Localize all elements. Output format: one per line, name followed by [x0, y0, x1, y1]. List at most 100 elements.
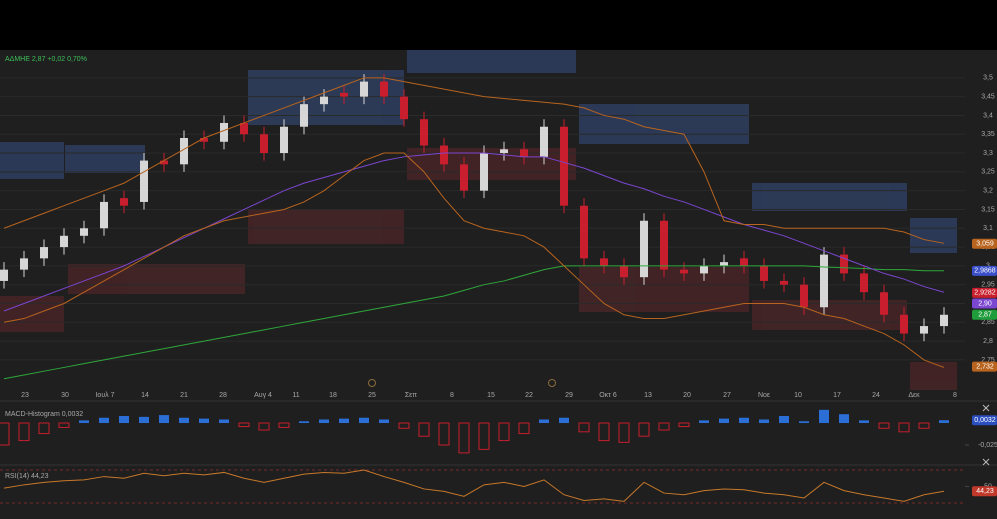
event-marker[interactable] [368, 379, 376, 387]
histogram-bar [58, 422, 70, 428]
candle-body [320, 96, 328, 105]
histogram-bar [598, 422, 610, 442]
x-tick-label: 25 [368, 392, 376, 399]
histogram-bar [719, 418, 729, 424]
y-tick-label: 3,1 [983, 225, 993, 232]
x-tick-label: 23 [21, 392, 29, 399]
x-tick-label: 28 [219, 392, 227, 399]
candle-body [420, 119, 428, 146]
panel-title: RSI(14) 44,23 [5, 473, 49, 480]
indicator-line [3, 152, 945, 368]
close-icon[interactable] [982, 404, 990, 412]
candle-body [720, 262, 728, 266]
supply-zone [65, 145, 145, 173]
histogram-bar [99, 417, 109, 424]
y-tick-label: 3,5 [983, 75, 993, 82]
y-tick-label: 3,35 [981, 131, 995, 138]
x-tick-label: 27 [723, 392, 731, 399]
histogram-bar [799, 421, 809, 424]
indicator-line [3, 265, 944, 380]
x-tick-label: Ιουλ 7 [95, 392, 114, 399]
rsi-line [3, 469, 945, 502]
demand-zone [0, 296, 64, 332]
candle-body [180, 138, 188, 165]
x-tick-label: 11 [292, 392, 299, 399]
demand-zone [248, 210, 404, 244]
y-tick-label: 2,75 [981, 357, 995, 364]
x-tick-label: Δεκ [908, 392, 920, 399]
price-tag-label: 2,90 [978, 300, 992, 307]
histogram-bar [119, 415, 129, 424]
histogram-bar [398, 422, 410, 429]
x-tick-label: 20 [683, 392, 691, 399]
candle-body [500, 149, 508, 154]
panel-title: MACD-Histogram 0,0032 [5, 411, 83, 418]
value-tag [972, 415, 997, 426]
candle-body [800, 284, 808, 308]
candle-body [860, 273, 868, 293]
event-marker[interactable] [548, 379, 556, 387]
x-tick-label: Νοε [758, 392, 770, 399]
candle-body [580, 205, 588, 259]
candle-body [220, 122, 228, 142]
candle-body [760, 265, 768, 281]
histogram-bar [759, 419, 769, 424]
price-tag-label: 2,9282 [974, 290, 996, 297]
candle-body [360, 81, 368, 97]
histogram-bar [898, 422, 910, 433]
x-tick-label: 14 [141, 392, 149, 399]
candle-body [560, 126, 568, 206]
supply-zone [910, 218, 957, 253]
x-tick-label: 21 [180, 392, 188, 399]
histogram-bar [498, 422, 510, 442]
histogram-bar [518, 422, 530, 435]
price-tag-label: 2,732 [976, 364, 994, 371]
candle-body [680, 269, 688, 274]
candle-body [840, 254, 848, 274]
candle-body [40, 247, 48, 259]
value-tag-label: 44,23 [976, 488, 994, 495]
price-tag-label: 2,87 [978, 312, 992, 319]
histogram-bar [539, 419, 549, 424]
candle-body [820, 254, 828, 308]
price-tag-label: 2,9868 [974, 268, 996, 275]
histogram-bar [678, 422, 690, 428]
close-icon[interactable] [982, 458, 990, 466]
price-tag [972, 309, 997, 320]
y-tick-label: 3,15 [981, 206, 995, 213]
histogram-bar [699, 420, 709, 424]
candle-body [100, 201, 108, 229]
candle-body [900, 314, 908, 334]
candle-body [120, 198, 128, 206]
price-tag [972, 238, 997, 249]
histogram-bar [299, 421, 309, 424]
histogram-bar [779, 415, 789, 424]
x-tick-label: 24 [872, 392, 880, 399]
histogram-bar [179, 417, 189, 424]
histogram-bar [739, 417, 749, 424]
candle-body [140, 160, 148, 202]
candle-body [340, 92, 348, 97]
histogram-bar [379, 419, 389, 424]
candle-body [160, 160, 168, 165]
x-tick-label: 22 [525, 392, 533, 399]
x-tick-label: 30 [61, 392, 69, 399]
y-tick-label: 3,25 [981, 169, 995, 176]
candle-body [640, 220, 648, 278]
candle-body [80, 228, 88, 236]
price-tag-label: 3,059 [976, 241, 994, 248]
panel-title: ΑΔΜΗΕ 2,87 +0,02 0,70% [5, 56, 87, 63]
candle-body [240, 122, 248, 135]
supply-zone [579, 104, 749, 144]
demand-zone [910, 362, 957, 390]
y-tick-label: -0,025 [978, 442, 997, 449]
x-tick-label: 17 [833, 392, 841, 399]
y-tick-label: 2,8 [983, 338, 993, 345]
price-tag [972, 361, 997, 372]
histogram-bar [939, 420, 949, 424]
x-tick-label: Οκτ 6 [599, 392, 617, 399]
candle-body [920, 326, 928, 334]
histogram-bar [38, 422, 50, 435]
supply-zone [752, 183, 907, 211]
histogram-bar [278, 422, 290, 428]
